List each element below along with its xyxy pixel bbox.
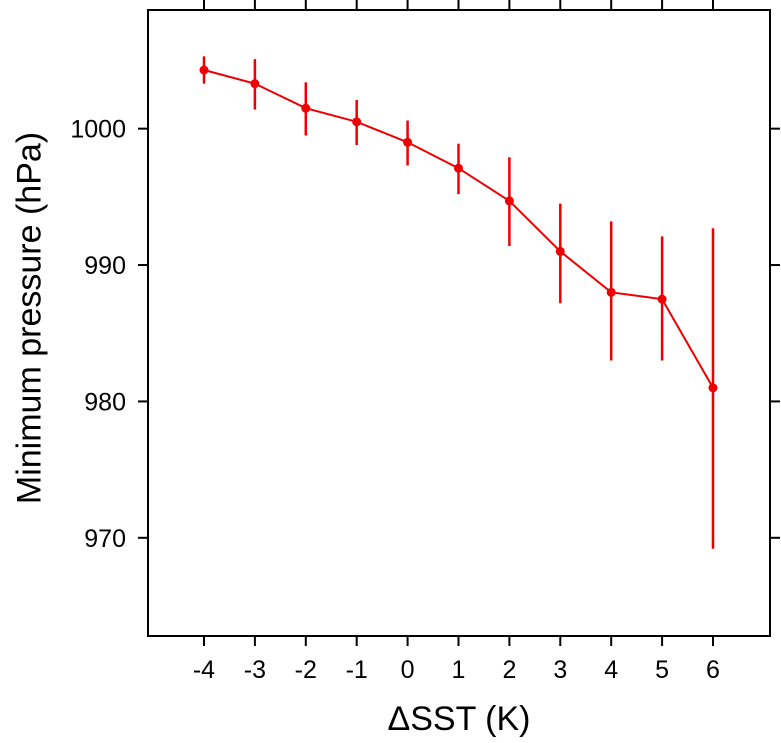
x-axis-title: ΔSST (K) — [387, 700, 531, 738]
y-tick-label: 990 — [84, 252, 126, 280]
x-tick-label: -3 — [244, 656, 266, 684]
y-tick-label: 980 — [84, 388, 126, 416]
y-tick-label: 1000 — [70, 116, 126, 144]
data-point-marker — [352, 117, 362, 127]
data-point-marker — [453, 163, 463, 173]
error-bars — [202, 56, 715, 549]
data-point-marker — [403, 137, 413, 147]
data-point-marker — [199, 65, 209, 75]
y-axis-ticks — [138, 127, 780, 539]
x-tick-label: 0 — [401, 656, 415, 684]
data-point-marker — [504, 196, 514, 206]
x-tick-label: 4 — [604, 656, 618, 684]
x-axis-ticks — [202, 0, 714, 646]
y-axis-title: Minimum pressure (hPa) — [10, 131, 49, 505]
x-tick-label: 5 — [655, 656, 669, 684]
data-point-marker — [606, 287, 616, 297]
y-tick-labels: 970 980 990 1000 — [70, 116, 126, 553]
x-tick-label: 3 — [553, 656, 567, 684]
x-tick-labels: -4 -3 -2 -1 0 1 2 3 4 5 6 — [193, 656, 720, 684]
data-point-marker — [708, 383, 718, 393]
x-tick-label: -2 — [295, 656, 317, 684]
x-tick-label: -1 — [346, 656, 368, 684]
data-point-marker — [301, 103, 311, 113]
x-tick-label: -4 — [193, 656, 215, 684]
x-tick-label: 1 — [452, 656, 466, 684]
data-point-marker — [555, 246, 565, 256]
y-tick-label: 970 — [84, 525, 126, 553]
data-point-marker — [657, 294, 667, 304]
x-tick-label: 2 — [502, 656, 516, 684]
x-tick-label: 6 — [706, 656, 720, 684]
data-point-marker — [250, 79, 260, 89]
data-points — [199, 65, 718, 393]
data-line — [203, 69, 714, 389]
